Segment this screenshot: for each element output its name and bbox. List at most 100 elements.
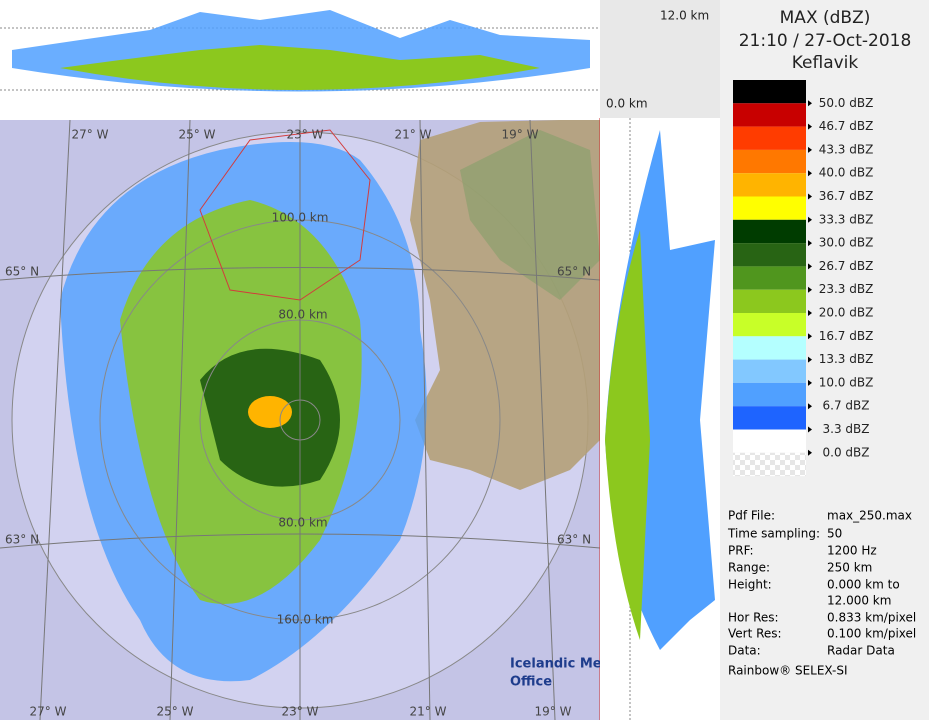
info-value: 0.100 km/pixel	[827, 627, 916, 641]
info-value: 250 km	[827, 561, 872, 575]
legend-label: 6.7 dBZ	[823, 399, 870, 413]
title: MAX (dBZ)	[780, 8, 871, 28]
legend-label: 50.0 dBZ	[819, 96, 874, 110]
top-echo-core	[60, 45, 540, 90]
legend-label: 10.0 dBZ	[819, 375, 874, 389]
legend-swatch	[733, 219, 806, 244]
lon-label-top: 23° W	[287, 128, 324, 142]
legend-tick	[808, 426, 812, 433]
legend-swatch	[733, 173, 806, 197]
legend-label: 30.0 dBZ	[819, 236, 874, 250]
legend-swatch	[733, 80, 806, 104]
legend-tick	[808, 216, 812, 223]
info-value: 1200 Hz	[827, 544, 877, 558]
legend-tick	[808, 449, 812, 456]
legend-label: 36.7 dBZ	[819, 189, 874, 203]
legend-swatch	[733, 382, 806, 407]
logo-line2: Office	[510, 675, 552, 690]
legend-label: 13.3 dBZ	[819, 352, 874, 366]
info-value: 0.000 km to	[827, 578, 900, 592]
legend-tick	[808, 123, 812, 130]
info-value: max_250.max	[827, 509, 912, 523]
map	[0, 120, 600, 720]
logo-line1: Icelandic Met	[510, 657, 608, 672]
legend-swatch	[733, 196, 806, 220]
legend-tick	[808, 170, 812, 177]
lon-label-bottom: 25° W	[157, 705, 194, 719]
info-key: Data:	[728, 644, 761, 658]
corner-panel	[600, 0, 720, 118]
footer: Rainbow® SELEX-SI	[728, 664, 848, 678]
legend-swatch	[733, 266, 806, 290]
lon-label-top: 25° W	[179, 128, 216, 142]
lat-label-left: 65° N	[5, 265, 39, 279]
ring-label: 160.0 km	[277, 613, 334, 627]
legend-tick	[808, 146, 812, 153]
info-key: PRF:	[728, 544, 754, 558]
legend-tick	[808, 100, 812, 107]
legend-swatch	[733, 406, 806, 430]
legend-label: 26.7 dBZ	[819, 259, 874, 273]
ring-label: 80.0 km	[278, 308, 327, 322]
time: 21:10 / 27-Oct-2018	[739, 31, 912, 51]
legend-swatch	[733, 313, 806, 337]
ring-label: 100.0 km	[272, 211, 329, 225]
info-key: Hor Res:	[728, 611, 779, 625]
land-green	[460, 130, 600, 300]
legend-swatch	[733, 359, 806, 383]
legend-label: 46.7 dBZ	[819, 119, 874, 133]
legend-label: 23.3 dBZ	[819, 282, 874, 296]
info-key: Range:	[728, 561, 770, 575]
legend-tick	[808, 379, 812, 386]
legend-label: 3.3 dBZ	[823, 422, 870, 436]
legend-swatch	[733, 126, 806, 150]
echo-peak	[248, 396, 292, 428]
ring-label: 80.0 km	[278, 516, 327, 530]
legend-label: 20.0 dBZ	[819, 306, 874, 320]
info-key: Time sampling:	[727, 527, 820, 541]
legend-tick	[808, 193, 812, 200]
legend-swatch-empty	[733, 452, 806, 477]
info-value: 50	[827, 527, 842, 541]
legend-label: 40.0 dBZ	[819, 166, 874, 180]
height-bottom: 0.0 km	[606, 97, 648, 111]
legend-label: 0.0 dBZ	[823, 445, 870, 459]
info-key: Vert Res:	[728, 627, 782, 641]
lon-label-bottom: 21° W	[410, 705, 447, 719]
legend-swatch	[733, 149, 806, 174]
lon-label-bottom: 27° W	[30, 705, 67, 719]
legend-swatch	[733, 103, 806, 127]
legend-label: 43.3 dBZ	[819, 142, 874, 156]
legend-tick	[808, 356, 812, 363]
legend-tick	[808, 263, 812, 270]
lat-label-left: 63° N	[5, 533, 39, 547]
graticule	[0, 120, 600, 720]
info-value: Radar Data	[827, 644, 895, 658]
lat-label-right: 63° N	[557, 533, 591, 547]
lon-label-bottom: 19° W	[535, 705, 572, 719]
lon-label-bottom: 23° W	[282, 705, 319, 719]
info-value: 0.833 km/pixel	[827, 611, 916, 625]
lat-label-right: 65° N	[557, 265, 591, 279]
legend-swatch	[733, 429, 806, 453]
legend-tick	[808, 333, 812, 340]
side-echo-core	[605, 230, 650, 640]
height-top: 12.0 km	[660, 9, 709, 23]
lon-label-top: 21° W	[395, 128, 432, 142]
legend-tick	[808, 240, 812, 247]
legend-tick	[808, 403, 812, 410]
info-value: 12.000 km	[827, 594, 891, 608]
info-key: Pdf File:	[728, 509, 775, 523]
lon-label-top: 19° W	[502, 128, 539, 142]
info-key: Height:	[728, 578, 772, 592]
legend-label: 33.3 dBZ	[819, 212, 874, 226]
legend-label: 16.7 dBZ	[819, 329, 874, 343]
legend-swatch	[733, 336, 806, 360]
lon-label-top: 27° W	[72, 128, 109, 142]
station: Keflavik	[792, 53, 859, 73]
legend-swatch	[733, 243, 806, 267]
legend-tick	[808, 286, 812, 293]
legend-tick	[808, 310, 812, 316]
coastline	[199, 129, 371, 301]
